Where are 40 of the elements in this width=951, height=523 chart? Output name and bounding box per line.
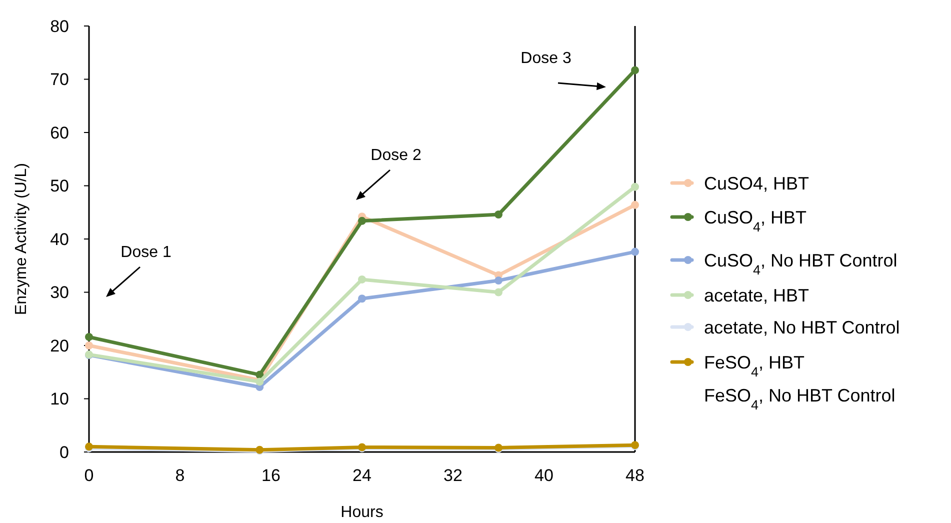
y-tick-label: 80 bbox=[50, 16, 69, 36]
y-tick-label: 60 bbox=[50, 123, 69, 142]
y-tick-label: 30 bbox=[50, 283, 69, 302]
point bbox=[494, 210, 502, 219]
legend-label: CuSO$_{4}$, No HBT Control bbox=[704, 250, 898, 277]
y-tick-label: 0 bbox=[60, 442, 69, 462]
point bbox=[358, 216, 366, 225]
y-tick-label: 50 bbox=[50, 176, 69, 196]
point bbox=[494, 288, 502, 296]
y-tick-label: 20 bbox=[50, 336, 69, 356]
y-axis-title: Enzyme Activity (U/L) bbox=[13, 162, 30, 316]
x-tick-label: 0 bbox=[84, 466, 94, 485]
point bbox=[631, 200, 639, 209]
point bbox=[494, 276, 502, 285]
x-tick-label: 16 bbox=[262, 466, 280, 485]
point bbox=[85, 342, 93, 350]
point bbox=[358, 275, 366, 284]
point bbox=[85, 332, 93, 341]
x-axis-title: Hours bbox=[340, 504, 384, 521]
annotation: Dose 1 bbox=[120, 244, 172, 261]
legend-label: acetate, HBT bbox=[704, 285, 810, 306]
y-tick-label: 70 bbox=[50, 70, 69, 90]
legend-label: CuSO4, HBT bbox=[704, 173, 810, 194]
annotation: Dose 3 bbox=[520, 50, 572, 67]
point bbox=[631, 66, 639, 74]
legend-label: acetate, No HBT Control bbox=[704, 317, 900, 338]
y-tick-label: 10 bbox=[50, 390, 69, 409]
text: FeSO$_{4}$, No HBT Control bbox=[704, 385, 896, 412]
x-tick-label: 40 bbox=[534, 466, 554, 485]
legend-label: FeSO$_{4}$, HBT bbox=[704, 352, 805, 379]
x-tick-label: 8 bbox=[175, 466, 185, 485]
x-tick-label: 24 bbox=[352, 466, 372, 485]
x-tick-label: 48 bbox=[626, 466, 644, 485]
y-tick-label: 40 bbox=[50, 230, 69, 249]
legend-label: CuSO$_{4}$, HBT bbox=[704, 207, 807, 234]
point bbox=[631, 248, 639, 256]
annotation: Dose 2 bbox=[370, 147, 422, 164]
x-tick-label: 32 bbox=[444, 466, 462, 485]
point bbox=[358, 294, 366, 303]
point bbox=[631, 182, 639, 191]
